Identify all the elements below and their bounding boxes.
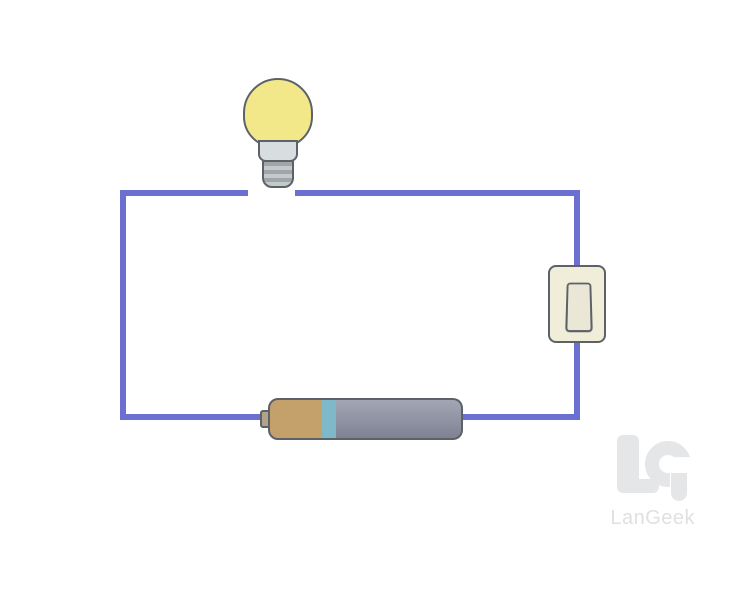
battery-icon [268, 398, 463, 440]
wire-segment [295, 190, 580, 196]
wire-segment [120, 190, 126, 420]
watermark: LanGeek [610, 433, 695, 530]
langeek-logo-icon [613, 433, 693, 503]
logo-g-tail [671, 473, 687, 501]
battery-body [336, 398, 463, 440]
circuit-diagram: LanGeek [0, 0, 750, 600]
wire-segment [460, 414, 580, 420]
wire-segment [574, 340, 580, 420]
wire-segment [574, 190, 580, 270]
bulb-screw [262, 160, 294, 188]
switch-rocker [565, 283, 593, 333]
bulb-neck [258, 140, 298, 162]
battery-cap [268, 398, 324, 440]
wire-segment [120, 190, 248, 196]
watermark-text: LanGeek [610, 507, 695, 530]
lightbulb-icon [238, 78, 318, 203]
switch-icon [548, 265, 606, 343]
wire-segment [120, 414, 270, 420]
bulb-glass [243, 78, 313, 148]
battery-band [322, 398, 336, 440]
